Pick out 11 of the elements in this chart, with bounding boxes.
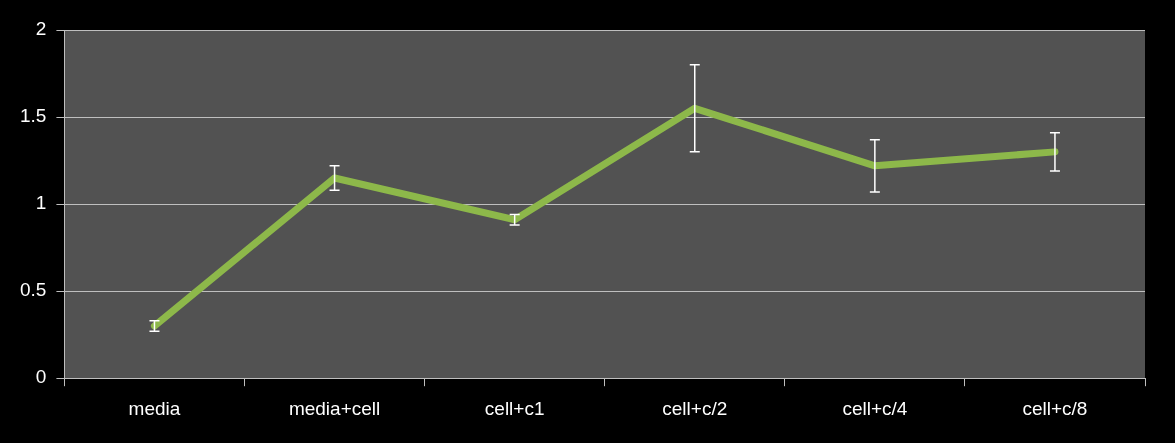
y-tick-label: 1 xyxy=(35,192,47,214)
x-tick-label: cell+c/8 xyxy=(1022,397,1088,419)
y-tick-label: 1.5 xyxy=(19,105,47,127)
y-tick-label: 2 xyxy=(35,18,47,40)
x-tick-label: media xyxy=(128,397,181,419)
x-tick-label: cell+c/2 xyxy=(662,397,728,419)
x-tick-label: cell+c/4 xyxy=(842,397,908,419)
y-tick-label: 0.5 xyxy=(19,279,47,301)
y-tick-label: 0 xyxy=(35,366,47,388)
x-tick-label: media+cell xyxy=(288,397,381,419)
x-tick-label: cell+c1 xyxy=(484,397,545,419)
